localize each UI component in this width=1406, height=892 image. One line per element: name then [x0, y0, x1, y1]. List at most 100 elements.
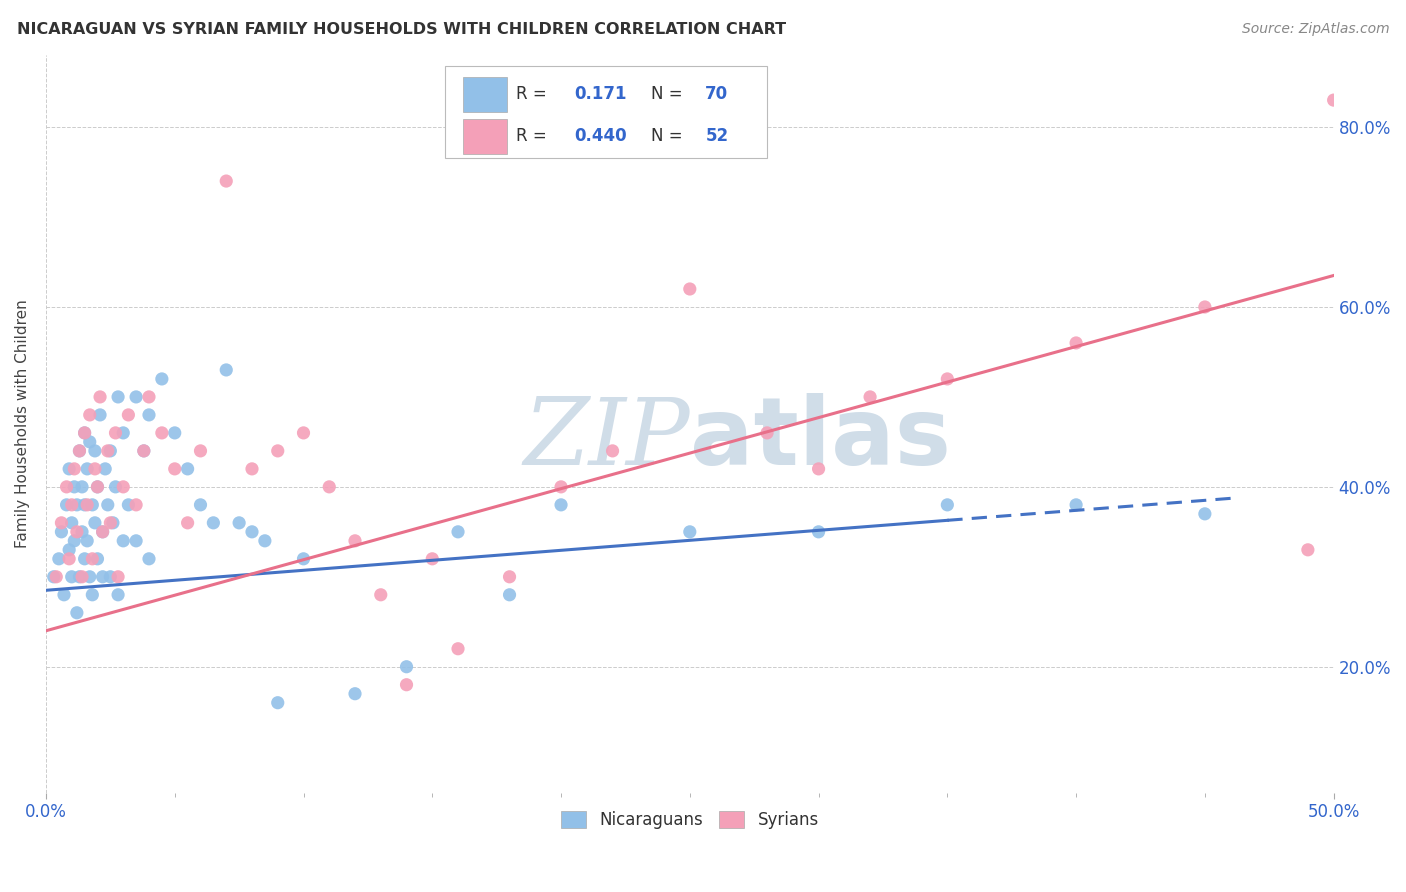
Point [60, 498, 83, 512]
FancyBboxPatch shape [446, 66, 768, 159]
Point [550, 480, 572, 494]
Point [176, 462, 198, 476]
Point [1064, 335, 1087, 350]
Point [98, 516, 121, 530]
Point [150, 425, 173, 440]
Text: R =: R = [516, 127, 547, 145]
Point [63, 480, 86, 494]
Point [58, 542, 80, 557]
Point [190, 498, 212, 512]
Text: 0.171: 0.171 [574, 85, 627, 103]
Point [86, 480, 108, 494]
Point [117, 408, 139, 422]
Text: R =: R = [516, 85, 547, 103]
Point [202, 516, 225, 530]
Point [107, 570, 129, 584]
Point [343, 533, 366, 548]
Text: atlas: atlas [690, 392, 950, 484]
Point [45, 570, 67, 584]
Point [60, 516, 83, 530]
Point [79, 434, 101, 449]
FancyBboxPatch shape [463, 120, 508, 154]
Point [1194, 300, 1216, 314]
Point [240, 524, 263, 539]
Point [602, 443, 624, 458]
Legend: Nicaraguans, Syrians: Nicaraguans, Syrians [554, 805, 825, 836]
Point [112, 533, 135, 548]
Point [82, 588, 104, 602]
Point [267, 443, 290, 458]
Point [55, 480, 77, 494]
Point [73, 425, 96, 440]
Point [94, 462, 117, 476]
Point [343, 687, 366, 701]
Point [69, 443, 91, 458]
Text: N =: N = [651, 127, 683, 145]
Point [76, 462, 98, 476]
Point [318, 480, 340, 494]
Text: 70: 70 [706, 85, 728, 103]
Text: ZIP: ZIP [523, 393, 690, 483]
Point [70, 480, 93, 494]
Point [89, 408, 111, 422]
Point [112, 425, 135, 440]
Point [1194, 507, 1216, 521]
Point [447, 641, 470, 656]
Point [132, 443, 155, 458]
Point [82, 551, 104, 566]
Point [66, 498, 89, 512]
Point [63, 533, 86, 548]
Point [859, 390, 882, 404]
Text: 52: 52 [706, 127, 728, 145]
Point [48, 551, 70, 566]
Point [69, 443, 91, 458]
Point [104, 480, 127, 494]
Point [73, 425, 96, 440]
Point [498, 570, 520, 584]
Point [163, 462, 186, 476]
Point [125, 390, 148, 404]
Point [83, 516, 105, 530]
Point [163, 425, 186, 440]
Point [101, 516, 124, 530]
Point [98, 570, 121, 584]
Point [117, 498, 139, 512]
Point [63, 462, 86, 476]
FancyBboxPatch shape [463, 77, 508, 112]
Point [215, 174, 238, 188]
Point [58, 551, 80, 566]
Point [292, 425, 315, 440]
Point [395, 678, 418, 692]
Point [228, 516, 250, 530]
Point [82, 498, 104, 512]
Point [79, 408, 101, 422]
Point [1323, 93, 1346, 107]
Point [498, 588, 520, 602]
Point [936, 372, 959, 386]
Y-axis label: Family Households with Children: Family Households with Children [15, 300, 30, 549]
Point [215, 363, 238, 377]
Point [97, 443, 120, 458]
Point [66, 524, 89, 539]
Point [55, 498, 77, 512]
Point [83, 443, 105, 458]
Point [112, 480, 135, 494]
Point [83, 462, 105, 476]
Point [70, 524, 93, 539]
Point [679, 524, 702, 539]
Point [125, 498, 148, 512]
Point [756, 425, 779, 440]
Point [69, 570, 91, 584]
Point [86, 551, 108, 566]
Point [132, 443, 155, 458]
Point [1064, 498, 1087, 512]
Point [125, 533, 148, 548]
Point [420, 551, 443, 566]
Point [253, 533, 276, 548]
Text: 0.440: 0.440 [574, 127, 627, 145]
Point [53, 588, 76, 602]
Point [66, 606, 89, 620]
Point [807, 524, 830, 539]
Point [138, 390, 160, 404]
Point [1296, 542, 1319, 557]
